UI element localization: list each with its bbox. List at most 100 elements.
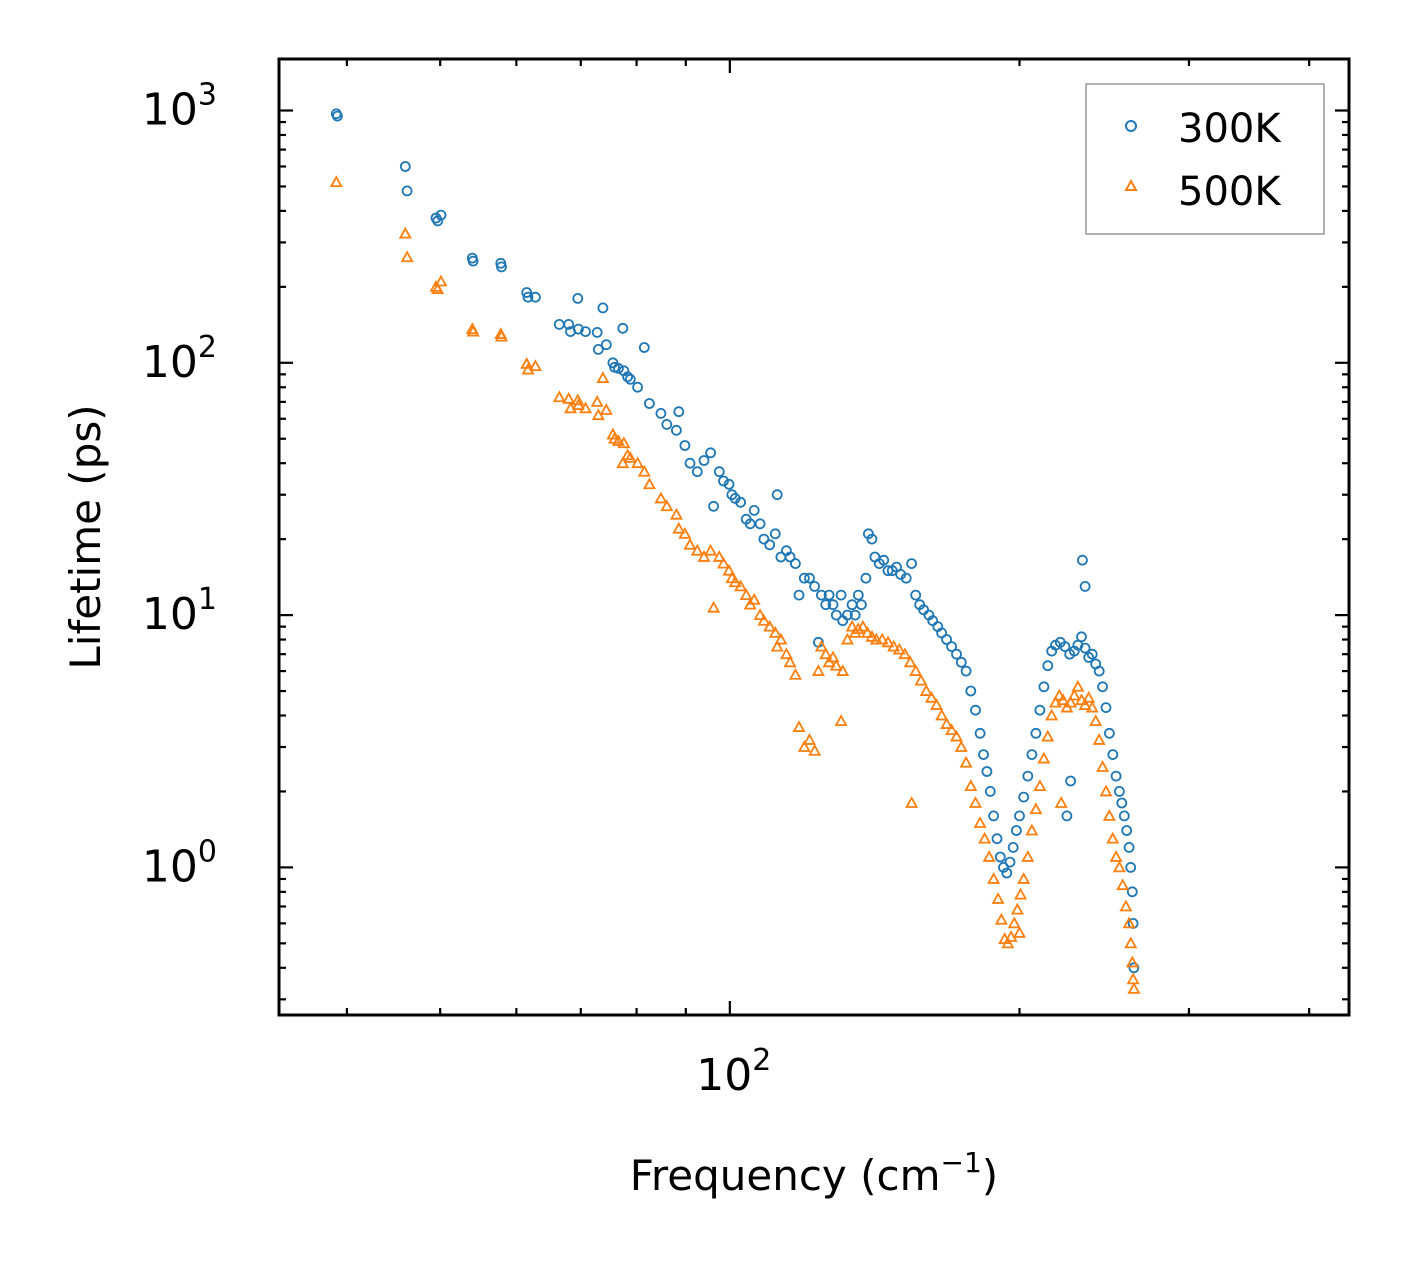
point-300k <box>638 342 650 353</box>
legend-label-300k: 300K <box>1178 106 1282 152</box>
legend: 300K 500K <box>1085 83 1325 235</box>
point-500k <box>739 588 753 601</box>
point-500k <box>552 390 566 403</box>
y-tick-label-exp: 0 <box>198 834 217 869</box>
point-300k <box>698 455 710 466</box>
point-300k <box>617 322 629 334</box>
point-500k <box>1037 751 1051 764</box>
point-300k <box>830 609 842 621</box>
point-300k <box>713 466 725 478</box>
point-500k <box>642 477 656 490</box>
point-300k <box>597 302 609 314</box>
point-300k <box>1007 842 1019 853</box>
point-500k <box>924 690 938 703</box>
point-500k <box>1127 982 1141 994</box>
point-300k <box>988 810 999 822</box>
point-300k <box>1093 665 1105 677</box>
point-500k <box>774 632 788 645</box>
point-500k <box>959 755 973 768</box>
point-300k <box>432 215 444 227</box>
point-500k <box>1014 887 1028 900</box>
point-300k <box>823 589 835 601</box>
point-300k <box>691 466 703 478</box>
point-300k <box>1128 962 1140 974</box>
point-500k <box>1116 878 1130 891</box>
point-300k <box>1076 631 1087 643</box>
point-300k <box>906 558 917 569</box>
point-500k <box>1122 916 1136 929</box>
y-tick-label-exp: 1 <box>198 582 217 617</box>
point-500k <box>1054 796 1068 808</box>
point-300k <box>981 766 993 777</box>
point-500k <box>898 647 912 660</box>
point-500k <box>1085 700 1099 713</box>
point-500k <box>747 592 761 605</box>
point-500k <box>704 543 718 556</box>
point-300k <box>622 371 633 383</box>
point-500k <box>678 526 692 539</box>
point-500k <box>466 324 480 337</box>
point-500k <box>779 647 793 660</box>
y-tick-label-base: 10 <box>142 84 198 135</box>
point-300k <box>632 381 643 393</box>
point-500k <box>903 655 917 668</box>
point-500k <box>1010 902 1024 915</box>
point-500k <box>1067 688 1081 701</box>
point-500k <box>919 684 933 696</box>
point-300k <box>1004 856 1016 868</box>
point-500k <box>631 456 645 469</box>
point-500k <box>1071 679 1085 692</box>
point-300k <box>1061 810 1073 822</box>
point-300k <box>936 627 947 639</box>
point-300k <box>624 373 636 385</box>
y-tick-label: 102 <box>142 330 217 388</box>
point-500k <box>1056 693 1070 706</box>
point-500k <box>797 740 811 752</box>
point-300k <box>1086 648 1098 660</box>
point-500k <box>968 796 983 808</box>
legend-marker-300k <box>1125 120 1137 132</box>
point-500k <box>1017 872 1031 884</box>
y-tick-label-base: 10 <box>142 841 198 892</box>
point-300k <box>771 489 783 501</box>
y-tick-label-base: 10 <box>142 589 198 640</box>
point-500k <box>1029 802 1043 815</box>
point-300k <box>1001 867 1013 879</box>
point-500k <box>811 664 825 676</box>
point-300k <box>974 727 986 739</box>
x-axis-label-main: Frequency (cm <box>630 1151 941 1200</box>
point-300k <box>1107 749 1119 760</box>
plot-frame <box>277 57 1351 1017</box>
data-points-layer <box>329 108 1141 994</box>
point-500k <box>802 733 817 745</box>
point-500k <box>964 779 978 792</box>
point-300k <box>946 641 957 652</box>
point-300k <box>572 292 584 304</box>
point-300k <box>705 447 716 459</box>
point-500k <box>845 619 859 632</box>
point-300k <box>1034 704 1046 716</box>
point-500k <box>329 175 343 188</box>
point-300k <box>563 318 575 330</box>
point-500k <box>579 401 593 414</box>
point-500k <box>788 667 802 680</box>
point-500k <box>1001 936 1015 949</box>
point-300k <box>1100 702 1112 713</box>
point-300k <box>708 500 719 512</box>
point-500k <box>1007 916 1021 929</box>
point-500k <box>571 398 585 410</box>
point-300k <box>679 440 691 451</box>
point-300k <box>1038 681 1050 693</box>
point-300k <box>754 518 766 530</box>
point-500k <box>596 371 610 383</box>
point-300k <box>758 533 770 545</box>
point-500k <box>660 499 674 512</box>
point-300k <box>1026 749 1038 760</box>
point-300k <box>1077 554 1088 566</box>
point-500k <box>1126 972 1140 985</box>
point-500k <box>940 717 954 729</box>
y-axis-label: Lifetime (ps) <box>61 404 110 669</box>
point-300k <box>1079 581 1091 592</box>
point-300k <box>842 609 853 621</box>
